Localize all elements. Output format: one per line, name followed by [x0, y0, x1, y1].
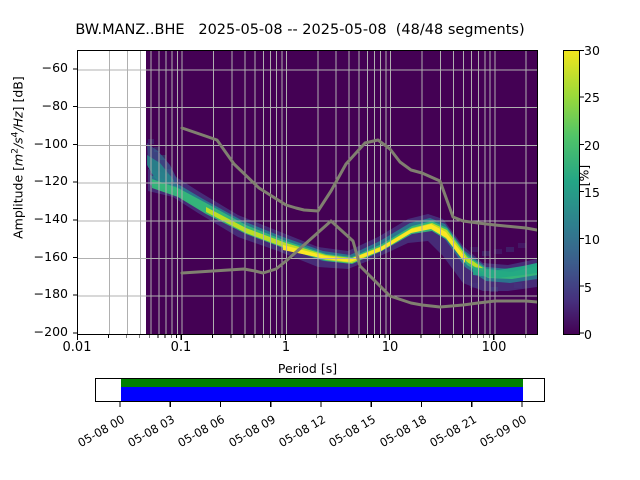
x-tick-label: 1: [281, 340, 291, 355]
y-tick-label: −200: [33, 324, 68, 339]
colorbar: [563, 50, 580, 335]
y-tick-label: −100: [33, 136, 68, 151]
y-axis-label: Amplitude [m2/s4/Hz] [dB]: [10, 76, 26, 239]
colorbar-tick-label: 25: [584, 90, 600, 105]
nlnm-curve: [180, 219, 537, 309]
density-lobe-short-period-2: [147, 155, 178, 191]
y-tick-label: −160: [33, 249, 68, 264]
x-tick-label: 0.01: [62, 340, 92, 355]
colorbar-label: [%]: [576, 164, 592, 187]
y-tick-label: −60: [41, 60, 68, 75]
x-tick-label: 10: [381, 340, 399, 355]
coverage-bar-green: [121, 379, 523, 387]
colorbar-tick-label: 10: [584, 232, 600, 247]
y-tick-label: −120: [33, 173, 68, 188]
ppsd-canvas: [78, 51, 537, 334]
colorbar-tick-label: 30: [584, 43, 600, 58]
density-long-period-streak: [473, 263, 537, 278]
plot-title: BW.MANZ..BHE 2025-05-08 -- 2025-05-08 (4…: [75, 22, 525, 38]
colorbar-tick-label: 5: [584, 280, 592, 295]
x-axis-label: Period [s]: [277, 361, 338, 376]
x-tick-label: 100: [481, 340, 507, 355]
y-tick-label: −80: [41, 98, 68, 113]
time-coverage-axis: [95, 378, 545, 402]
colorbar-tick-label: 15: [584, 185, 600, 200]
noise-model-curves: [180, 126, 537, 309]
y-tick-label: −140: [33, 211, 68, 226]
coverage-bar-blue: [121, 387, 523, 401]
ppsd-plot-area: [77, 50, 538, 335]
nhnm-curve: [180, 126, 537, 232]
y-tick-label: −180: [33, 286, 68, 301]
colorbar-tick-label: 0: [584, 327, 592, 342]
x-tick-label: 0.1: [170, 340, 192, 355]
colorbar-tick-label: 20: [584, 138, 600, 153]
